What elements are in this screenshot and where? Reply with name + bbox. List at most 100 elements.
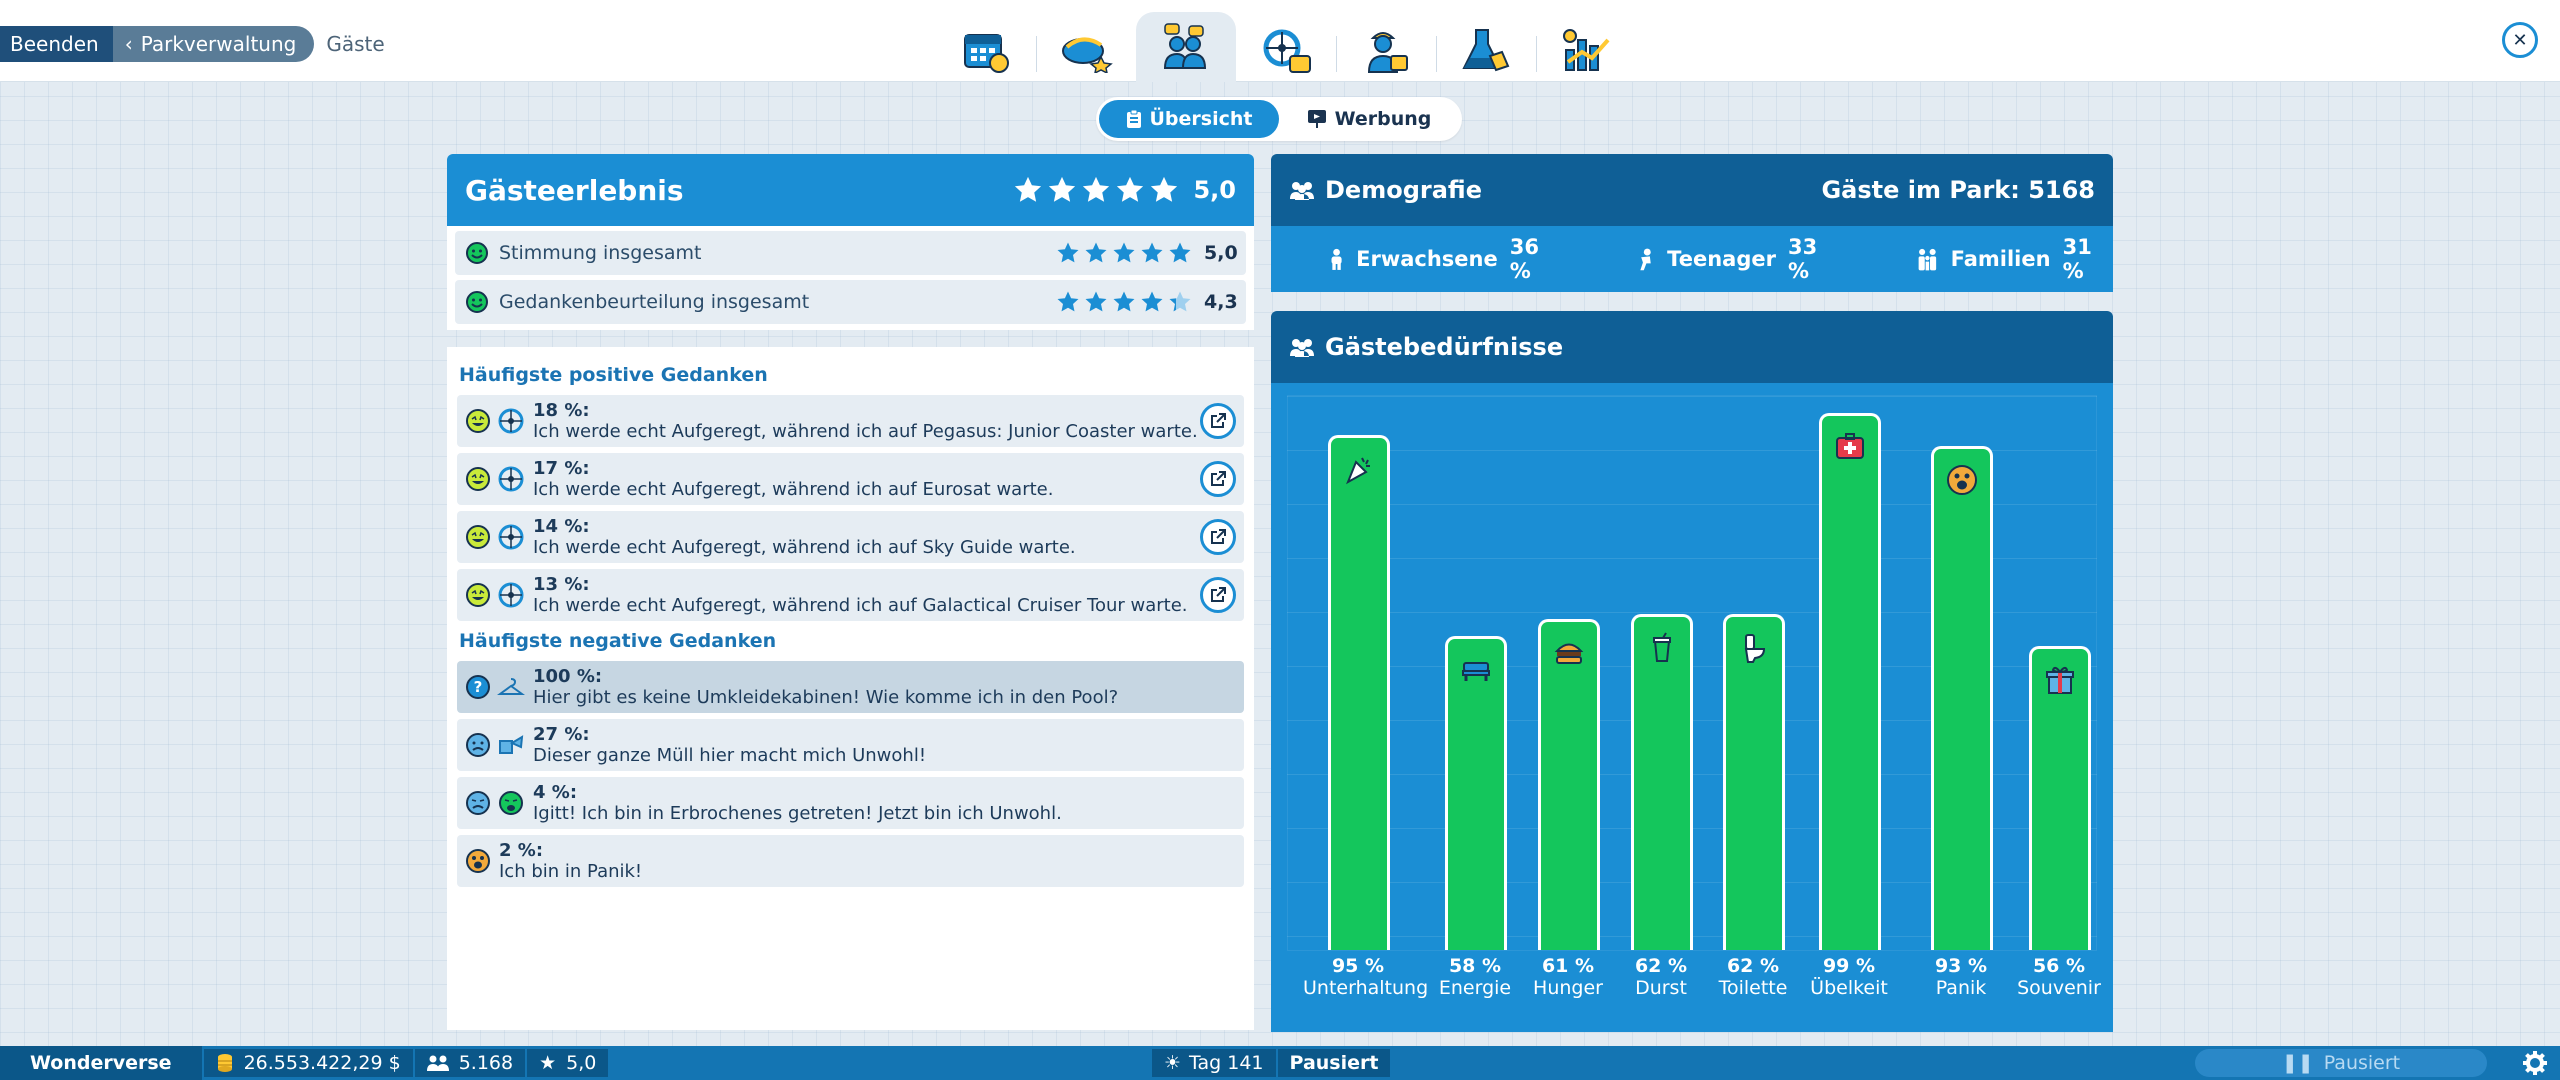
- overall-mood-row: Stimmung insgesamt 5,0: [455, 231, 1246, 275]
- negative-thought-row[interactable]: 27 %: Dieser ganze Müll hier macht mich …: [457, 719, 1244, 771]
- family-icon: [1918, 248, 1936, 271]
- research-icon: [1462, 29, 1510, 72]
- breadcrumb-park-management[interactable]: ‹ Parkverwaltung: [112, 26, 315, 62]
- ride-icon: [498, 408, 524, 434]
- ride-icon: [498, 466, 524, 492]
- tab-guests[interactable]: [1136, 12, 1236, 82]
- guest-count-display[interactable]: 5.168: [414, 1049, 526, 1077]
- needs-chart: 95 % Unterhaltung 58 % Energie 61 % Hunger 62 …: [1271, 383, 2113, 1032]
- thought-message: Hier gibt es keine Umkleidekabinen! Wie …: [533, 687, 1119, 708]
- hanger-icon: [497, 678, 525, 695]
- thought-percent: 4 %:: [533, 782, 578, 803]
- excited-face-icon: [466, 409, 490, 433]
- close-button[interactable]: ✕: [2502, 22, 2538, 58]
- tab-staff[interactable]: [1336, 18, 1436, 82]
- positive-thought-text: 14 %: Ich werde echt Aufgeregt, während …: [533, 516, 1200, 558]
- needs-chart-plot: [1287, 395, 2097, 951]
- need-category: Panik: [1935, 977, 1987, 999]
- need-value: 56 %: [2032, 955, 2086, 977]
- finances-icon: [1563, 29, 1610, 71]
- need-label: 58 % Energie: [1420, 955, 1530, 999]
- need-label: 56 % Souvenir: [2004, 955, 2114, 999]
- star-icon: [1113, 242, 1135, 263]
- pause-label: Pausiert: [2323, 1052, 2401, 1074]
- external-link-icon: [1211, 413, 1226, 428]
- positive-thought-row[interactable]: 13 %: Ich werde echt Aufgeregt, während …: [457, 569, 1244, 621]
- thought-message: Ich bin in Panik!: [499, 861, 643, 882]
- gear-icon: [2523, 1051, 2547, 1075]
- teens-label: Teenager: [1667, 247, 1776, 271]
- star-icon: ★: [539, 1052, 557, 1074]
- excited-face-icon: [466, 467, 490, 491]
- families-value: 31 %: [2062, 235, 2092, 283]
- need-value: 93 %: [1934, 955, 1988, 977]
- star-icon: [1169, 242, 1191, 263]
- negative-thought-text: 4 %: Igitt! Ich bin in Erbrochenes getre…: [533, 782, 1236, 824]
- group-icon: [1290, 182, 1314, 200]
- need-bar-energie: [1445, 636, 1507, 950]
- external-link-icon: [1211, 471, 1226, 486]
- demographic-teens: Teenager 33 %: [1636, 235, 1838, 283]
- litter-icon: [499, 735, 524, 754]
- star-icon: [1049, 176, 1076, 202]
- game-state: Pausiert: [1277, 1049, 1391, 1077]
- park-rating-display[interactable]: ★ 5,0: [527, 1049, 609, 1077]
- teens-value: 33 %: [1787, 235, 1818, 283]
- thought-percent: 100 %:: [533, 666, 603, 687]
- positive-thought-row[interactable]: 14 %: Ich werde echt Aufgeregt, während …: [457, 511, 1244, 563]
- pause-button[interactable]: ❚❚ Pausiert: [2195, 1049, 2487, 1077]
- drink-icon: [1645, 631, 1679, 665]
- thought-message: Ich werde echt Aufgeregt, während ich au…: [533, 479, 1054, 500]
- main-tabs: [936, 12, 1636, 82]
- staff-icon: [1367, 32, 1408, 73]
- need-category: Energie: [1438, 977, 1512, 999]
- demographic-adults: Erwachsene 36 %: [1329, 235, 1558, 283]
- demographic-families: Familien 31 %: [1916, 235, 2113, 283]
- clipboard-icon: [1126, 109, 1141, 128]
- tab-overview[interactable]: Übersicht: [1099, 100, 1279, 138]
- negative-thought-row[interactable]: ? 100 %: Hier gibt es keine Umkleidekabi…: [457, 661, 1244, 713]
- burger-icon: [1552, 636, 1586, 670]
- quit-button[interactable]: Beenden: [0, 26, 113, 62]
- panic-face-icon: [1945, 463, 1979, 497]
- money-display[interactable]: 26.553.422,29 $: [203, 1049, 413, 1077]
- negative-thought-row[interactable]: 4 %: Igitt! Ich bin in Erbrochenes getre…: [457, 777, 1244, 829]
- tab-attractions[interactable]: [1236, 18, 1336, 82]
- goto-ride-button[interactable]: [1200, 461, 1236, 497]
- star-icon: [1085, 291, 1107, 312]
- star-icon: [1015, 176, 1042, 202]
- need-category: Durst: [1635, 977, 1687, 999]
- tab-advertising[interactable]: Werbung: [1279, 100, 1459, 138]
- need-value: 58 %: [1448, 955, 1502, 977]
- negative-thought-row[interactable]: 2 %: Ich bin in Panik!: [457, 835, 1244, 887]
- tab-calendar[interactable]: [936, 18, 1036, 82]
- negative-thought-text: 100 %: Hier gibt es keine Umkleidekabine…: [533, 666, 1236, 708]
- need-bar-panik: [1931, 446, 1993, 950]
- goto-ride-button[interactable]: [1200, 403, 1236, 439]
- rides-icon: [1062, 37, 1113, 73]
- positive-thought-row[interactable]: 18 %: Ich werde echt Aufgeregt, während …: [457, 395, 1244, 447]
- unhappy-face-icon: [466, 733, 490, 757]
- coins-icon: [217, 1054, 232, 1072]
- tab-finances[interactable]: [1536, 18, 1636, 82]
- star-icon: [1057, 242, 1079, 263]
- day-display[interactable]: ☀ Tag 141: [1152, 1049, 1276, 1077]
- external-link-icon: [1211, 587, 1226, 602]
- teen-icon: [1640, 248, 1651, 271]
- goto-ride-button[interactable]: [1200, 519, 1236, 555]
- positive-thoughts-title: Häufigste positive Gedanken: [459, 364, 768, 386]
- goto-ride-button[interactable]: [1200, 577, 1236, 613]
- tab-research[interactable]: [1436, 18, 1536, 82]
- thought-message: Dieser ganze Müll hier macht mich Unwohl…: [533, 745, 927, 766]
- star-icon: [1169, 291, 1191, 312]
- sad-face-icon: [466, 791, 490, 815]
- ride-icon: [498, 524, 524, 550]
- positive-thought-row[interactable]: 17 %: Ich werde echt Aufgeregt, während …: [457, 453, 1244, 505]
- tab-rides[interactable]: [1036, 18, 1136, 82]
- need-label: 62 % Toilette: [1698, 955, 1808, 999]
- settings-button[interactable]: [2522, 1050, 2548, 1080]
- park-name[interactable]: Wonderverse: [0, 1046, 202, 1080]
- ride-icon: [498, 582, 524, 608]
- thought-percent: 2 %:: [499, 840, 544, 861]
- party-icon: [1342, 452, 1376, 486]
